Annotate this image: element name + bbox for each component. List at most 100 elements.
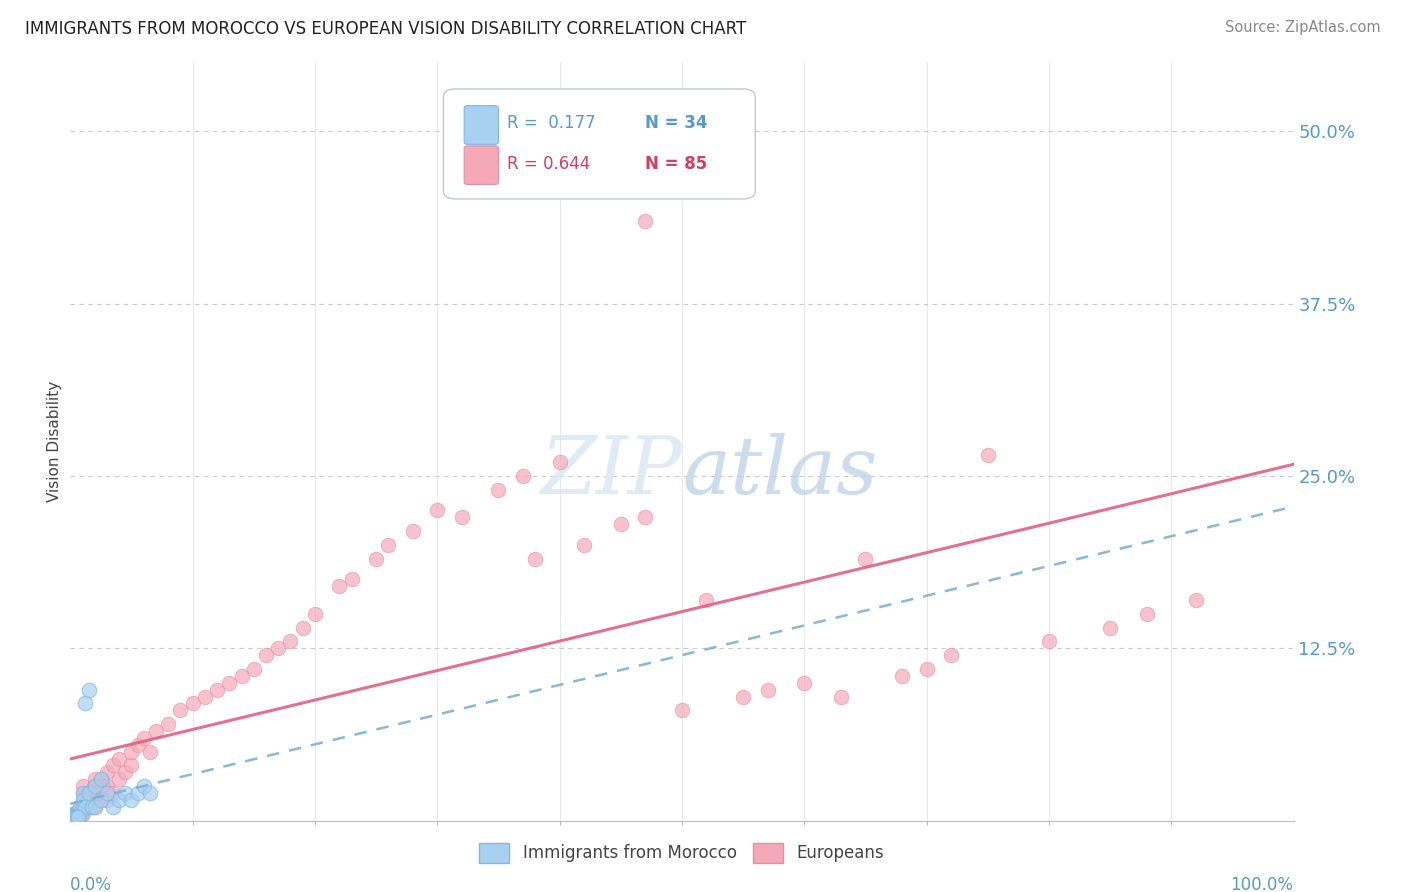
Point [169,703,191,717]
Point [634,510,657,524]
Point [60,809,83,823]
Point [121,758,143,772]
Point [77,786,100,800]
Point [83,800,105,814]
Point [366,551,388,566]
Point [96,793,118,807]
Point [65,806,87,821]
Point [72,786,94,800]
Point [114,765,136,780]
Point [75,793,97,807]
FancyBboxPatch shape [443,89,755,199]
Point [77,682,100,697]
Point [70,806,93,821]
Point [72,806,94,821]
Point [108,772,131,787]
Point [488,483,510,497]
Text: IMMIGRANTS FROM MOROCCO VS EUROPEAN VISION DISABILITY CORRELATION CHART: IMMIGRANTS FROM MOROCCO VS EUROPEAN VISI… [25,20,747,37]
FancyBboxPatch shape [464,105,499,145]
Point [66,806,89,821]
Point [1184,593,1206,607]
Point [145,724,167,739]
Point [72,793,94,807]
Point [194,690,217,704]
Point [62,809,84,823]
Point [101,786,124,800]
Point [377,538,399,552]
Point [139,786,162,800]
Point [62,809,84,823]
Point [101,758,124,772]
Point [91,779,114,793]
Point [90,793,112,807]
Point [1038,634,1060,648]
Point [695,593,717,607]
Point [70,806,93,821]
Point [65,806,87,821]
Point [855,551,877,566]
Point [83,779,105,793]
Point [80,786,103,800]
Point [69,800,91,814]
Point [67,806,90,821]
Point [733,690,755,704]
Point [634,214,657,228]
Point [83,800,105,814]
Point [231,669,253,683]
Point [73,697,96,711]
Text: N = 34: N = 34 [645,114,707,132]
Point [90,772,112,787]
Point [205,682,228,697]
Point [121,793,143,807]
Point [83,786,105,800]
Point [671,703,693,717]
Point [512,469,534,483]
Point [83,779,105,793]
Point [63,806,86,821]
Point [157,717,180,731]
Point [96,779,118,793]
Point [181,697,204,711]
Point [72,800,94,814]
Point [132,731,155,745]
Point [254,648,277,663]
Point [340,573,363,587]
Point [291,621,314,635]
Point [121,745,143,759]
Point [793,675,815,690]
Point [267,641,290,656]
Point [328,579,350,593]
Point [66,809,89,823]
Point [939,648,962,663]
Point [139,745,162,759]
Point [830,690,852,704]
Point [101,800,124,814]
Point [90,772,112,787]
Point [96,786,118,800]
Point [572,538,595,552]
Point [96,765,118,780]
Point [304,607,326,621]
Text: atlas: atlas [682,434,877,510]
Point [127,786,149,800]
Point [67,809,90,823]
Point [79,793,101,807]
Point [524,551,547,566]
Point [62,806,84,821]
Y-axis label: Vision Disability: Vision Disability [46,381,62,502]
Point [63,806,86,821]
Point [548,455,571,469]
Text: Source: ZipAtlas.com: Source: ZipAtlas.com [1225,20,1381,35]
Point [915,662,938,676]
Point [83,772,105,787]
Point [90,793,112,807]
Point [86,786,108,800]
Point [114,786,136,800]
Point [108,751,131,765]
Point [243,662,266,676]
Point [63,806,86,821]
Text: ZIP: ZIP [540,434,682,510]
Point [72,786,94,800]
Point [756,682,779,697]
Point [72,779,94,793]
